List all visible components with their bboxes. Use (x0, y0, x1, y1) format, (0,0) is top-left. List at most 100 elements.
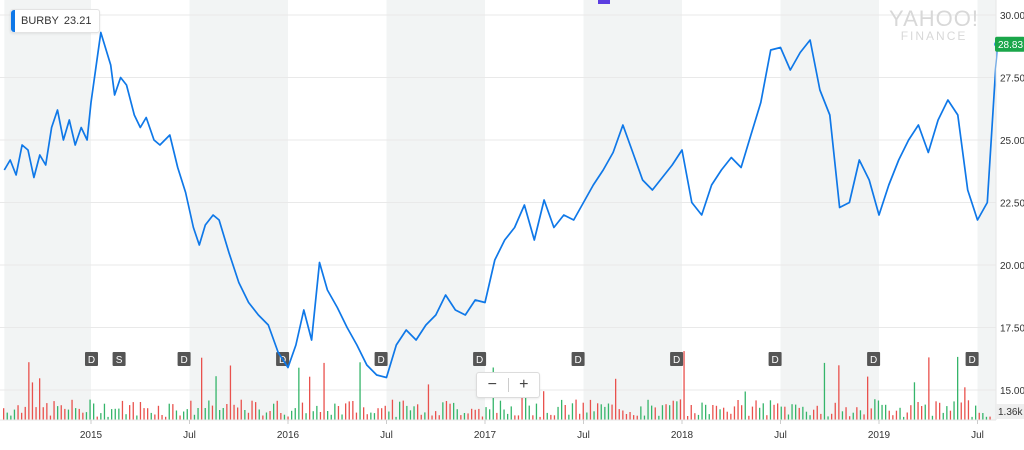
volume-bar (791, 404, 793, 420)
volume-bar (535, 403, 538, 420)
volume-bar (370, 412, 372, 420)
volume-bar (683, 351, 685, 420)
volume-bar (229, 365, 232, 420)
volume-bar (859, 410, 862, 420)
volume-bar (85, 412, 88, 420)
volume-bar (438, 415, 440, 420)
y-tick-label: 22.50 (1000, 199, 1024, 210)
y-axis: 15.00 17.50 20.00 22.50 25.00 27.50 30.00 (995, 0, 1024, 420)
volume-bar (550, 414, 552, 420)
volume-bar (856, 407, 858, 420)
event-marker-label: D (574, 355, 581, 366)
volume-bar (3, 408, 5, 420)
volume-bar (597, 403, 599, 420)
volume-bar (672, 400, 674, 420)
volume-bar (564, 405, 566, 420)
volume-bar (402, 400, 404, 420)
volume-bar (100, 413, 102, 420)
volume-bar (31, 382, 34, 420)
volume-bar (719, 409, 721, 420)
volume-bar (154, 414, 156, 420)
volume-bar (823, 362, 826, 420)
volume-bar (687, 416, 689, 420)
volume-bar (949, 410, 952, 420)
volume-bar (53, 401, 55, 420)
volume-bar (676, 401, 678, 420)
volume-bar (705, 404, 707, 420)
volume-bar (636, 415, 638, 420)
volume-bar (633, 415, 635, 420)
volume-bar (316, 405, 318, 420)
volume-bar (111, 409, 113, 420)
volume-bar (957, 356, 959, 420)
yahoo-finance-logo: YAHOO! FINANCE (889, 8, 979, 43)
volume-bar (269, 411, 271, 420)
volume-bar (899, 407, 901, 420)
volume-bar (485, 407, 487, 420)
volume-bar (777, 403, 779, 420)
volume-bar (816, 405, 818, 420)
volume-bar (712, 405, 714, 420)
volume-bar (460, 415, 462, 420)
volume-bar (575, 399, 577, 420)
volume-bar (215, 376, 217, 420)
series-color-swatch (11, 10, 15, 32)
volume-bar (150, 412, 152, 420)
event-marker-bg (473, 352, 487, 366)
volume-bar (190, 400, 192, 420)
volume-bar (471, 408, 473, 420)
volume-bar (341, 414, 343, 420)
volume-bar (913, 382, 916, 420)
volume-bar (960, 402, 962, 420)
volume-bar (388, 411, 390, 420)
volume-bar (499, 400, 502, 420)
volume-bar (208, 400, 210, 420)
volume-bar (910, 405, 912, 420)
volume-bar (737, 400, 739, 420)
price-line (3, 31, 999, 379)
volume-bar (161, 415, 163, 420)
volume-bar (89, 399, 91, 420)
volume-label: 1.36k (998, 407, 1023, 418)
event-marker-label: D (88, 355, 95, 366)
event-marker-bg (670, 352, 684, 366)
shaded-band (4, 0, 91, 420)
volume-bar (654, 407, 656, 420)
zoom-control[interactable]: − + (476, 372, 540, 398)
volume-bar (629, 412, 631, 420)
zoom-in-button[interactable]: + (519, 376, 529, 393)
volume-bar (327, 411, 329, 420)
volume-bar (467, 413, 469, 420)
x-axis: 2015 Jul 2016 Jul 2017 Jul 2018 Jul 2019 Jul (80, 420, 984, 441)
volume-bar (888, 410, 890, 420)
volume-bar (294, 408, 296, 420)
volume-bar (805, 411, 808, 420)
event-marker-label: D (673, 355, 680, 366)
volume-bar (496, 412, 498, 420)
volume-bar (964, 387, 966, 420)
event-marker-d: D (768, 352, 782, 366)
volume-bar (561, 399, 563, 420)
volume-bar (237, 407, 239, 420)
volume-bar (57, 406, 59, 420)
volume-bar (849, 416, 851, 420)
ticker-chip[interactable]: BURBY 23.21 (10, 9, 101, 33)
volume-bar (611, 404, 613, 420)
volume-bar (413, 406, 415, 420)
volume-bar (93, 403, 95, 420)
volume-bar (939, 402, 941, 420)
volume-bar (615, 378, 617, 420)
volume-bar (283, 414, 286, 420)
event-marker-bg (85, 352, 98, 366)
x-tick-label: 2019 (868, 430, 891, 441)
volume-bar (276, 400, 278, 420)
volume-bar (175, 410, 178, 420)
volume-bar (557, 406, 559, 420)
volume-bar (730, 413, 732, 420)
zoom-out-button[interactable]: − (487, 376, 497, 393)
volume-bar (139, 402, 142, 420)
volume-bar (798, 407, 800, 420)
horizontal-gridlines (0, 14, 996, 391)
volume-bar (726, 411, 728, 420)
